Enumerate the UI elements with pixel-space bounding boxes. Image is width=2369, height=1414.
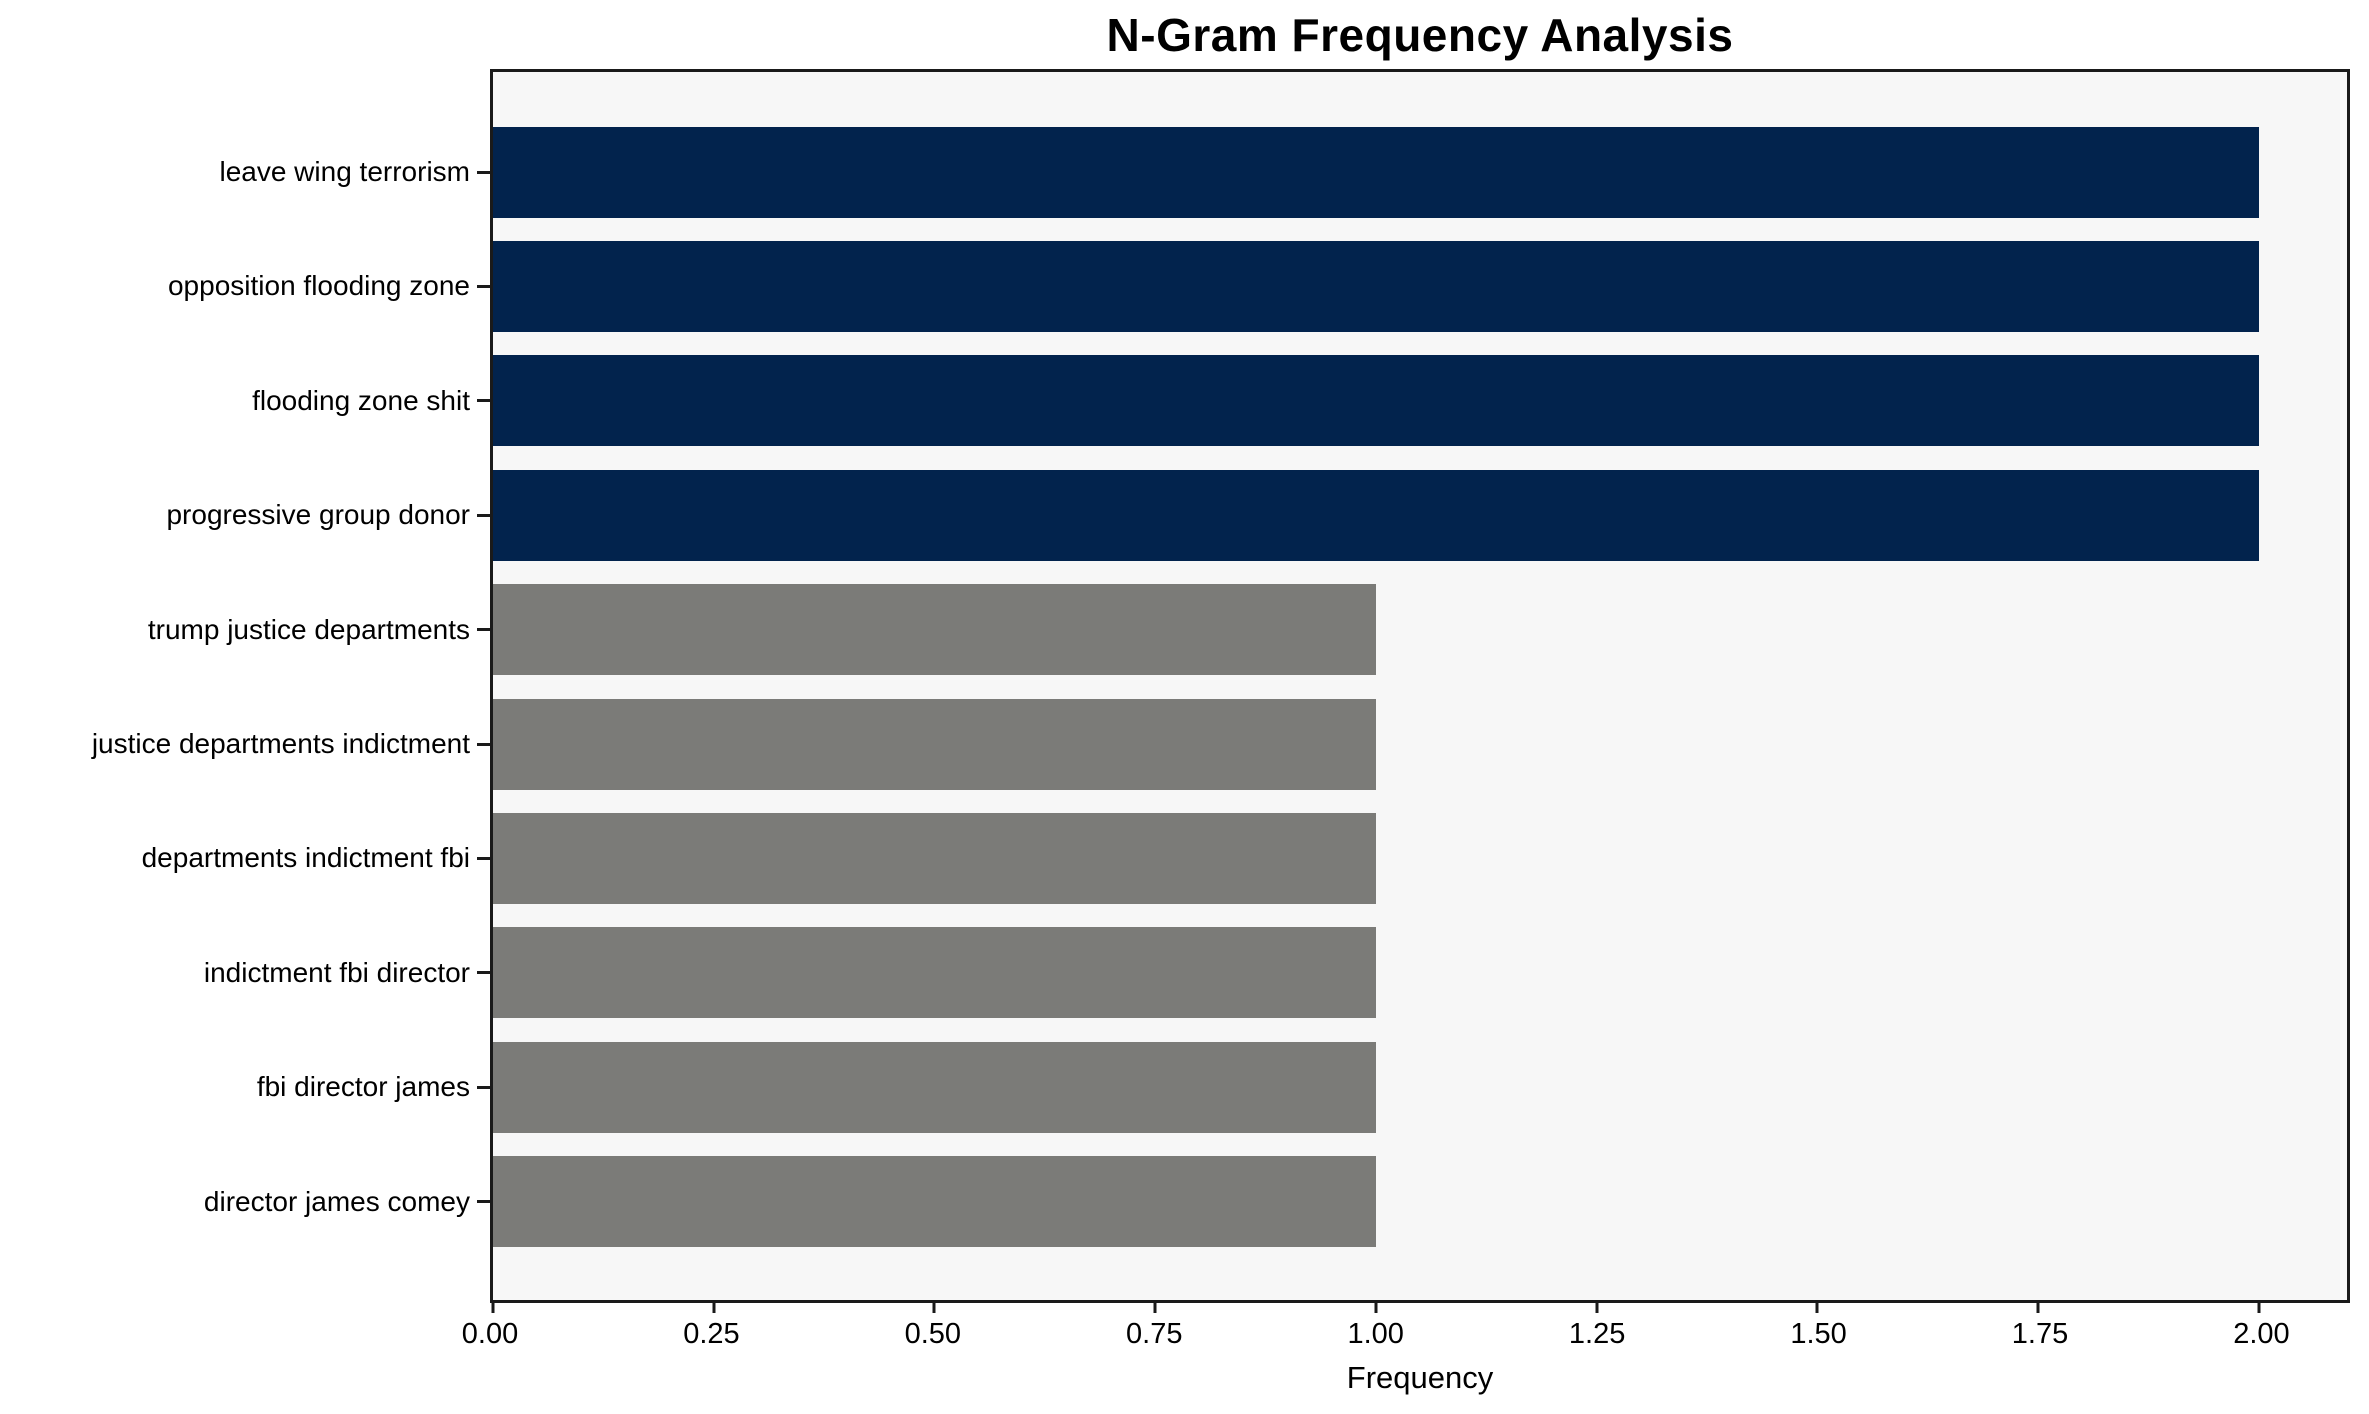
y-tick-label: fbi director james [256, 1071, 470, 1103]
y-tick-label: departments indictment fbi [141, 842, 470, 874]
y-tick-label: trump justice departments [147, 613, 470, 645]
x-axis-tick-labels: 0.00 0.25 0.50 0.75 1.00 1.25 1.50 1.75 2.00 [462, 1318, 2350, 1358]
bar [493, 355, 2259, 447]
bar [493, 698, 1376, 790]
y-tick-mark [477, 170, 490, 174]
y-tick-mark [477, 971, 490, 975]
y-tick-mark [477, 742, 490, 746]
x-tick-mark [932, 1300, 936, 1313]
bar [493, 927, 1376, 1019]
bar [493, 1156, 1376, 1248]
x-tick-label: 0.75 [1126, 1318, 1183, 1350]
x-tick-mark [2036, 1300, 2040, 1313]
x-tick-mark [1374, 1300, 1378, 1313]
chart-title: N-Gram Frequency Analysis [1106, 9, 1734, 61]
x-tick-mark [1815, 1300, 1819, 1313]
bar [493, 812, 1376, 904]
x-tick-label: 1.50 [1790, 1318, 1847, 1350]
y-tick-label: justice departments indictment [91, 728, 470, 759]
x-tick-mark [712, 1300, 716, 1313]
y-tick-label: leave wing terrorism [219, 156, 470, 187]
y-tick-mark [477, 1200, 490, 1204]
bar [493, 126, 2259, 218]
y-tick-mark [477, 513, 490, 517]
x-axis-label: Frequency [1346, 1360, 1494, 1395]
x-tick-label: 1.00 [1347, 1318, 1404, 1350]
x-tick-label: 0.25 [683, 1318, 740, 1350]
y-tick-label: indictment fbi director [203, 956, 470, 988]
y-tick-mark [477, 856, 490, 860]
y-tick-mark [477, 628, 490, 632]
bar [493, 469, 2259, 561]
x-tick-label: 0.50 [904, 1318, 962, 1350]
y-tick-label: flooding zone shit [252, 384, 470, 416]
plot-area [477, 69, 2350, 1313]
bar [493, 240, 2259, 332]
bar [493, 1041, 1376, 1133]
y-tick-label: director james comey [203, 1185, 470, 1217]
y-tick-mark [477, 1085, 490, 1089]
x-tick-label: 1.25 [1568, 1318, 1626, 1350]
y-tick-label: opposition flooding zone [167, 270, 470, 302]
y-axis-tick-labels: leave wing terrorism opposition flooding … [0, 69, 470, 1303]
bar [493, 584, 1376, 676]
y-tick-mark [477, 399, 490, 403]
x-tick-mark [1153, 1300, 1157, 1313]
x-tick-mark [2257, 1300, 2261, 1313]
x-tick-label: 0.00 [461, 1318, 519, 1350]
x-tick-label: 2.00 [2233, 1318, 2290, 1350]
x-tick-label: 1.75 [2011, 1318, 2069, 1350]
y-tick-mark [477, 284, 490, 288]
y-tick-label: progressive group donor [166, 499, 470, 531]
x-tick-mark [491, 1300, 495, 1313]
x-tick-mark [1595, 1300, 1599, 1313]
